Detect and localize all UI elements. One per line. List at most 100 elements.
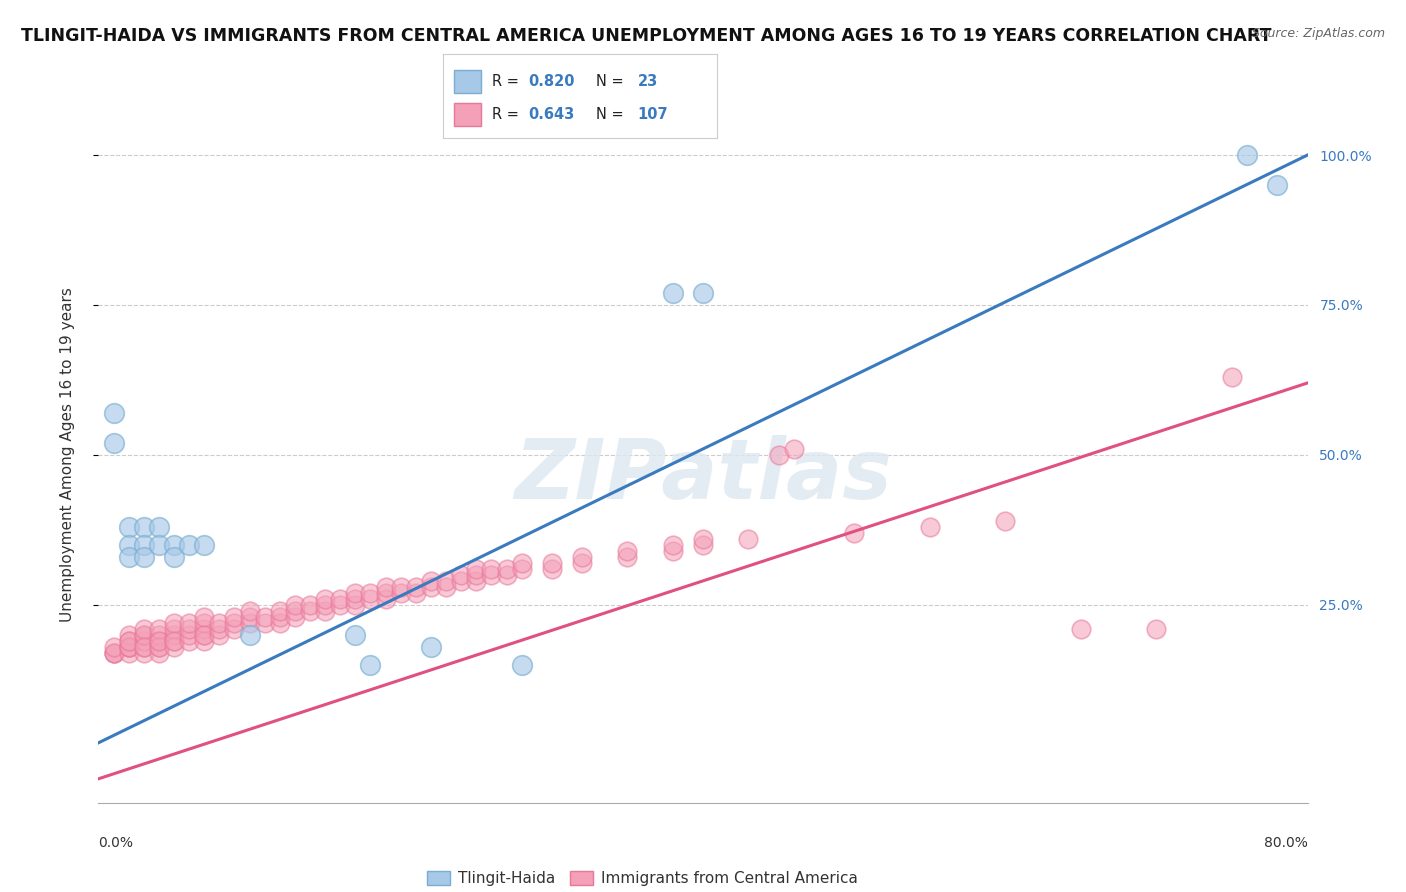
Point [269, 615, 291, 630]
Point [299, 604, 322, 618]
Point [179, 538, 201, 552]
Point [239, 604, 262, 618]
Point [374, 586, 396, 600]
Point [389, 580, 412, 594]
Point [148, 538, 170, 552]
Point [481, 562, 503, 576]
Point [344, 628, 367, 642]
Point [450, 574, 472, 588]
Point [118, 640, 141, 654]
Point [103, 646, 125, 660]
Point [193, 633, 215, 648]
Point [662, 544, 685, 558]
Point [163, 615, 186, 630]
Point [148, 622, 170, 636]
Point [179, 633, 201, 648]
Point [118, 633, 141, 648]
Point [118, 640, 141, 654]
Point [844, 525, 866, 540]
Point [360, 591, 382, 606]
Point [344, 591, 367, 606]
Point [692, 532, 714, 546]
Point [465, 562, 488, 576]
Point [132, 628, 155, 642]
Point [314, 604, 336, 618]
Point [329, 591, 352, 606]
Point [103, 646, 125, 660]
Point [420, 580, 443, 594]
Point [495, 562, 517, 576]
Point [132, 628, 155, 642]
Point [510, 562, 533, 576]
Point [224, 615, 246, 630]
Point [118, 549, 141, 564]
Text: 23: 23 [637, 74, 658, 89]
Point [360, 657, 382, 672]
Point [253, 610, 276, 624]
Text: Source: ZipAtlas.com: Source: ZipAtlas.com [1251, 27, 1385, 40]
Point [118, 628, 141, 642]
Point [163, 628, 186, 642]
Point [344, 598, 367, 612]
Point [148, 640, 170, 654]
Text: 80.0%: 80.0% [1264, 836, 1308, 850]
Point [314, 598, 336, 612]
Point [571, 556, 593, 570]
Point [179, 615, 201, 630]
Point [1236, 148, 1258, 162]
Point [193, 610, 215, 624]
Point [132, 640, 155, 654]
Point [540, 556, 562, 570]
Point [1144, 622, 1167, 636]
Point [208, 622, 231, 636]
Point [239, 628, 262, 642]
Point [118, 640, 141, 654]
Point [284, 604, 307, 618]
Point [692, 285, 714, 300]
Point [662, 538, 685, 552]
Point [193, 615, 215, 630]
Point [284, 598, 307, 612]
Point [360, 586, 382, 600]
Point [118, 520, 141, 534]
Point [374, 591, 396, 606]
Point [420, 574, 443, 588]
Point [1070, 622, 1092, 636]
Point [132, 640, 155, 654]
Point [118, 538, 141, 552]
Point [405, 586, 427, 600]
Text: N =: N = [596, 74, 628, 89]
Point [616, 549, 638, 564]
Point [434, 574, 457, 588]
Point [616, 544, 638, 558]
Point [737, 532, 759, 546]
Point [148, 633, 170, 648]
Point [465, 574, 488, 588]
Point [208, 615, 231, 630]
Text: 0.643: 0.643 [527, 107, 574, 122]
Point [269, 604, 291, 618]
Point [118, 646, 141, 660]
Point [163, 633, 186, 648]
Point [193, 628, 215, 642]
FancyBboxPatch shape [454, 70, 481, 94]
Point [1267, 178, 1289, 192]
Point [253, 615, 276, 630]
Point [420, 640, 443, 654]
Point [994, 514, 1017, 528]
Point [224, 610, 246, 624]
Point [450, 567, 472, 582]
Point [208, 628, 231, 642]
Point [344, 586, 367, 600]
Point [768, 448, 790, 462]
Point [481, 567, 503, 582]
Point [239, 610, 262, 624]
Point [510, 657, 533, 672]
Point [495, 567, 517, 582]
Point [163, 538, 186, 552]
Point [148, 633, 170, 648]
Point [314, 591, 336, 606]
Point [148, 628, 170, 642]
Point [510, 556, 533, 570]
Y-axis label: Unemployment Among Ages 16 to 19 years: Unemployment Among Ages 16 to 19 years [60, 287, 75, 623]
